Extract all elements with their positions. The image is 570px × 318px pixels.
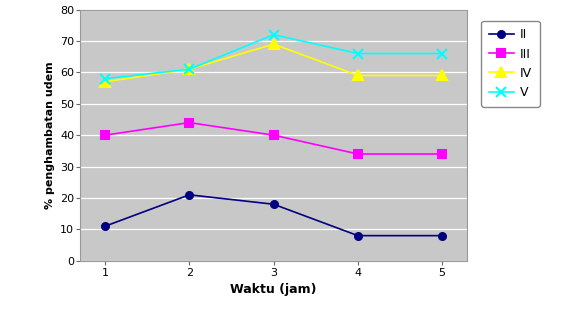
- IV: [101, 80, 108, 84]
- V: [186, 67, 193, 71]
- II: [439, 234, 446, 238]
- Line: V: V: [100, 30, 447, 84]
- Line: II: II: [101, 191, 446, 239]
- Legend: II, III, IV, V: II, III, IV, V: [482, 21, 540, 107]
- III: [439, 152, 446, 156]
- IV: [355, 73, 361, 77]
- III: [101, 133, 108, 137]
- III: [186, 121, 193, 125]
- V: [439, 52, 446, 55]
- X-axis label: Waktu (jam): Waktu (jam): [230, 283, 317, 296]
- III: [270, 133, 277, 137]
- Y-axis label: % penghambatan udem: % penghambatan udem: [44, 61, 55, 209]
- III: [355, 152, 361, 156]
- V: [270, 33, 277, 37]
- V: [101, 77, 108, 80]
- II: [101, 224, 108, 228]
- IV: [270, 42, 277, 46]
- II: [186, 193, 193, 197]
- II: [270, 202, 277, 206]
- V: [355, 52, 361, 55]
- IV: [186, 67, 193, 71]
- Line: IV: IV: [100, 39, 447, 86]
- IV: [439, 73, 446, 77]
- II: [355, 234, 361, 238]
- Line: III: III: [101, 118, 446, 158]
